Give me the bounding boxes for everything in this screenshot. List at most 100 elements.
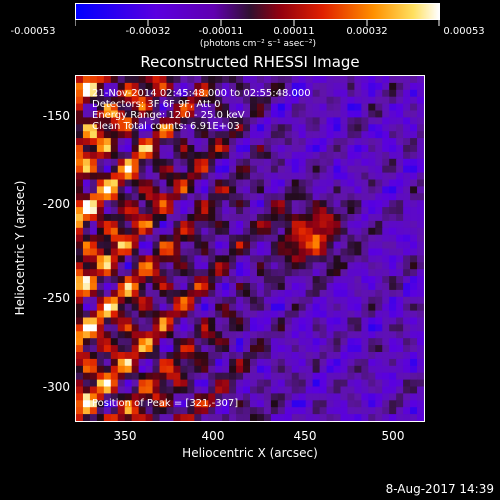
image-pixel xyxy=(340,124,349,132)
image-pixel xyxy=(389,214,397,222)
image-pixel xyxy=(152,124,161,132)
image-pixel xyxy=(396,310,404,319)
image-pixel xyxy=(270,214,279,222)
image-pixel xyxy=(117,172,126,181)
image-pixel xyxy=(396,158,404,167)
image-pixel xyxy=(312,207,321,215)
image-pixel xyxy=(326,262,335,270)
image-pixel xyxy=(326,386,335,394)
image-pixel xyxy=(403,227,411,236)
image-pixel xyxy=(222,296,230,305)
image-pixel xyxy=(76,117,84,125)
image-pixel xyxy=(222,186,230,194)
image-pixel xyxy=(389,145,397,153)
image-pixel xyxy=(263,138,272,146)
image-pixel xyxy=(145,76,154,84)
image-pixel xyxy=(263,296,272,305)
image-pixel xyxy=(403,352,411,360)
image-pixel xyxy=(396,241,404,250)
image-pixel xyxy=(180,352,188,360)
image-pixel xyxy=(173,345,181,353)
image-pixel xyxy=(180,82,188,91)
image-pixel xyxy=(152,338,161,346)
image-pixel xyxy=(229,220,237,229)
image-pixel xyxy=(215,117,223,125)
image-pixel xyxy=(103,352,112,360)
image-pixel xyxy=(263,110,272,118)
image-pixel xyxy=(110,310,119,319)
image-pixel xyxy=(263,241,272,250)
image-pixel xyxy=(340,407,349,415)
image-pixel xyxy=(263,158,272,167)
image-pixel xyxy=(361,145,369,153)
image-pixel xyxy=(305,276,314,284)
image-pixel xyxy=(361,365,369,374)
image-pixel xyxy=(368,400,376,408)
image-pixel xyxy=(208,331,216,339)
image-pixel xyxy=(138,255,147,263)
image-pixel xyxy=(256,138,265,146)
image-pixel xyxy=(361,262,369,270)
image-pixel xyxy=(166,151,175,160)
image-pixel xyxy=(375,82,383,91)
image-pixel xyxy=(305,76,314,84)
image-pixel xyxy=(389,296,397,305)
image-pixel xyxy=(124,296,133,305)
image-pixel xyxy=(103,365,112,374)
image-pixel xyxy=(361,103,369,112)
image-pixel xyxy=(396,200,404,208)
image-pixel xyxy=(187,365,195,374)
image-pixel xyxy=(270,365,279,374)
image-pixel xyxy=(89,110,98,118)
image-pixel xyxy=(180,172,188,181)
image-pixel xyxy=(166,248,175,256)
image-pixel xyxy=(103,145,112,153)
image-pixel xyxy=(138,82,147,91)
image-pixel xyxy=(403,255,411,263)
image-pixel xyxy=(347,200,355,208)
image-pixel xyxy=(103,179,112,187)
image-pixel xyxy=(326,414,335,421)
image-pixel xyxy=(340,227,349,236)
image-pixel xyxy=(326,82,335,91)
image-pixel xyxy=(89,310,98,319)
image-pixel xyxy=(131,179,140,187)
image-pixel xyxy=(124,234,133,243)
image-pixel xyxy=(333,110,342,118)
image-pixel xyxy=(312,82,321,91)
image-pixel xyxy=(284,200,293,208)
image-pixel xyxy=(291,414,300,421)
image-pixel xyxy=(263,89,272,98)
image-pixel xyxy=(410,124,418,132)
image-pixel xyxy=(82,193,91,201)
image-pixel xyxy=(347,234,355,243)
image-pixel xyxy=(256,241,265,250)
image-pixel xyxy=(124,365,133,374)
image-pixel xyxy=(208,372,216,381)
image-pixel xyxy=(131,186,140,194)
image-pixel xyxy=(326,207,335,215)
image-pixel xyxy=(326,172,335,181)
image-pixel xyxy=(159,179,168,187)
image-pixel xyxy=(319,89,328,98)
image-pixel xyxy=(82,124,91,132)
image-pixel xyxy=(305,262,314,270)
image-pixel xyxy=(82,338,91,346)
image-pixel xyxy=(417,179,424,187)
image-pixel xyxy=(103,241,112,250)
image-pixel xyxy=(347,165,355,174)
image-pixel xyxy=(354,76,362,84)
image-pixel xyxy=(194,103,202,112)
image-pixel xyxy=(291,158,300,167)
image-pixel xyxy=(250,379,258,388)
image-pixel xyxy=(152,407,161,415)
image-pixel xyxy=(208,117,216,125)
image-pixel xyxy=(124,379,133,388)
image-pixel xyxy=(138,324,147,332)
image-pixel xyxy=(354,124,362,132)
image-pixel xyxy=(103,76,112,84)
image-pixel xyxy=(222,89,230,98)
image-pixel xyxy=(396,207,404,215)
image-pixel xyxy=(277,276,286,284)
image-pixel xyxy=(131,379,140,388)
